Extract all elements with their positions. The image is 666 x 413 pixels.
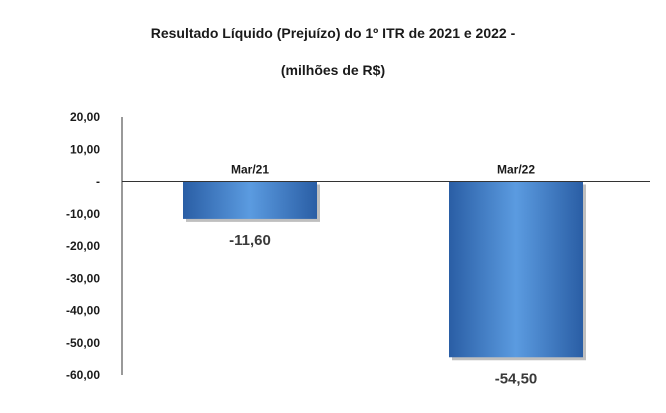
data-label: -54,50: [495, 370, 538, 387]
chart-title-line2: (milhões de R$): [280, 62, 386, 78]
bars: Mar/21 -11,60 Mar/22 -54,50: [183, 163, 586, 387]
data-label: -11,60: [229, 232, 271, 249]
y-tick-label: -10,00: [66, 207, 100, 221]
chart-title-line1: Resultado Líquido (Prejuízo) do 1º ITR d…: [150, 25, 516, 41]
axes: [121, 117, 650, 375]
y-tick-label: 10,00: [70, 142, 100, 156]
category-label: Mar/21: [231, 163, 269, 177]
y-tick-label: -: [96, 175, 100, 189]
y-tick-label: -30,00: [66, 271, 100, 285]
category-label: Mar/22: [497, 163, 535, 177]
bar-mar-21: [183, 181, 317, 219]
y-tick-label: -60,00: [66, 368, 100, 382]
y-tick-label: 20,00: [70, 110, 100, 124]
y-tick-label: -50,00: [66, 336, 100, 350]
y-tick-label: -20,00: [66, 239, 100, 253]
y-axis-ticks: 20,00 10,00 - -10,00 -20,00 -30,00 -40,00 -50,0…: [66, 110, 100, 382]
y-tick-label: -40,00: [66, 304, 100, 318]
bar-mar-22: [449, 181, 583, 358]
